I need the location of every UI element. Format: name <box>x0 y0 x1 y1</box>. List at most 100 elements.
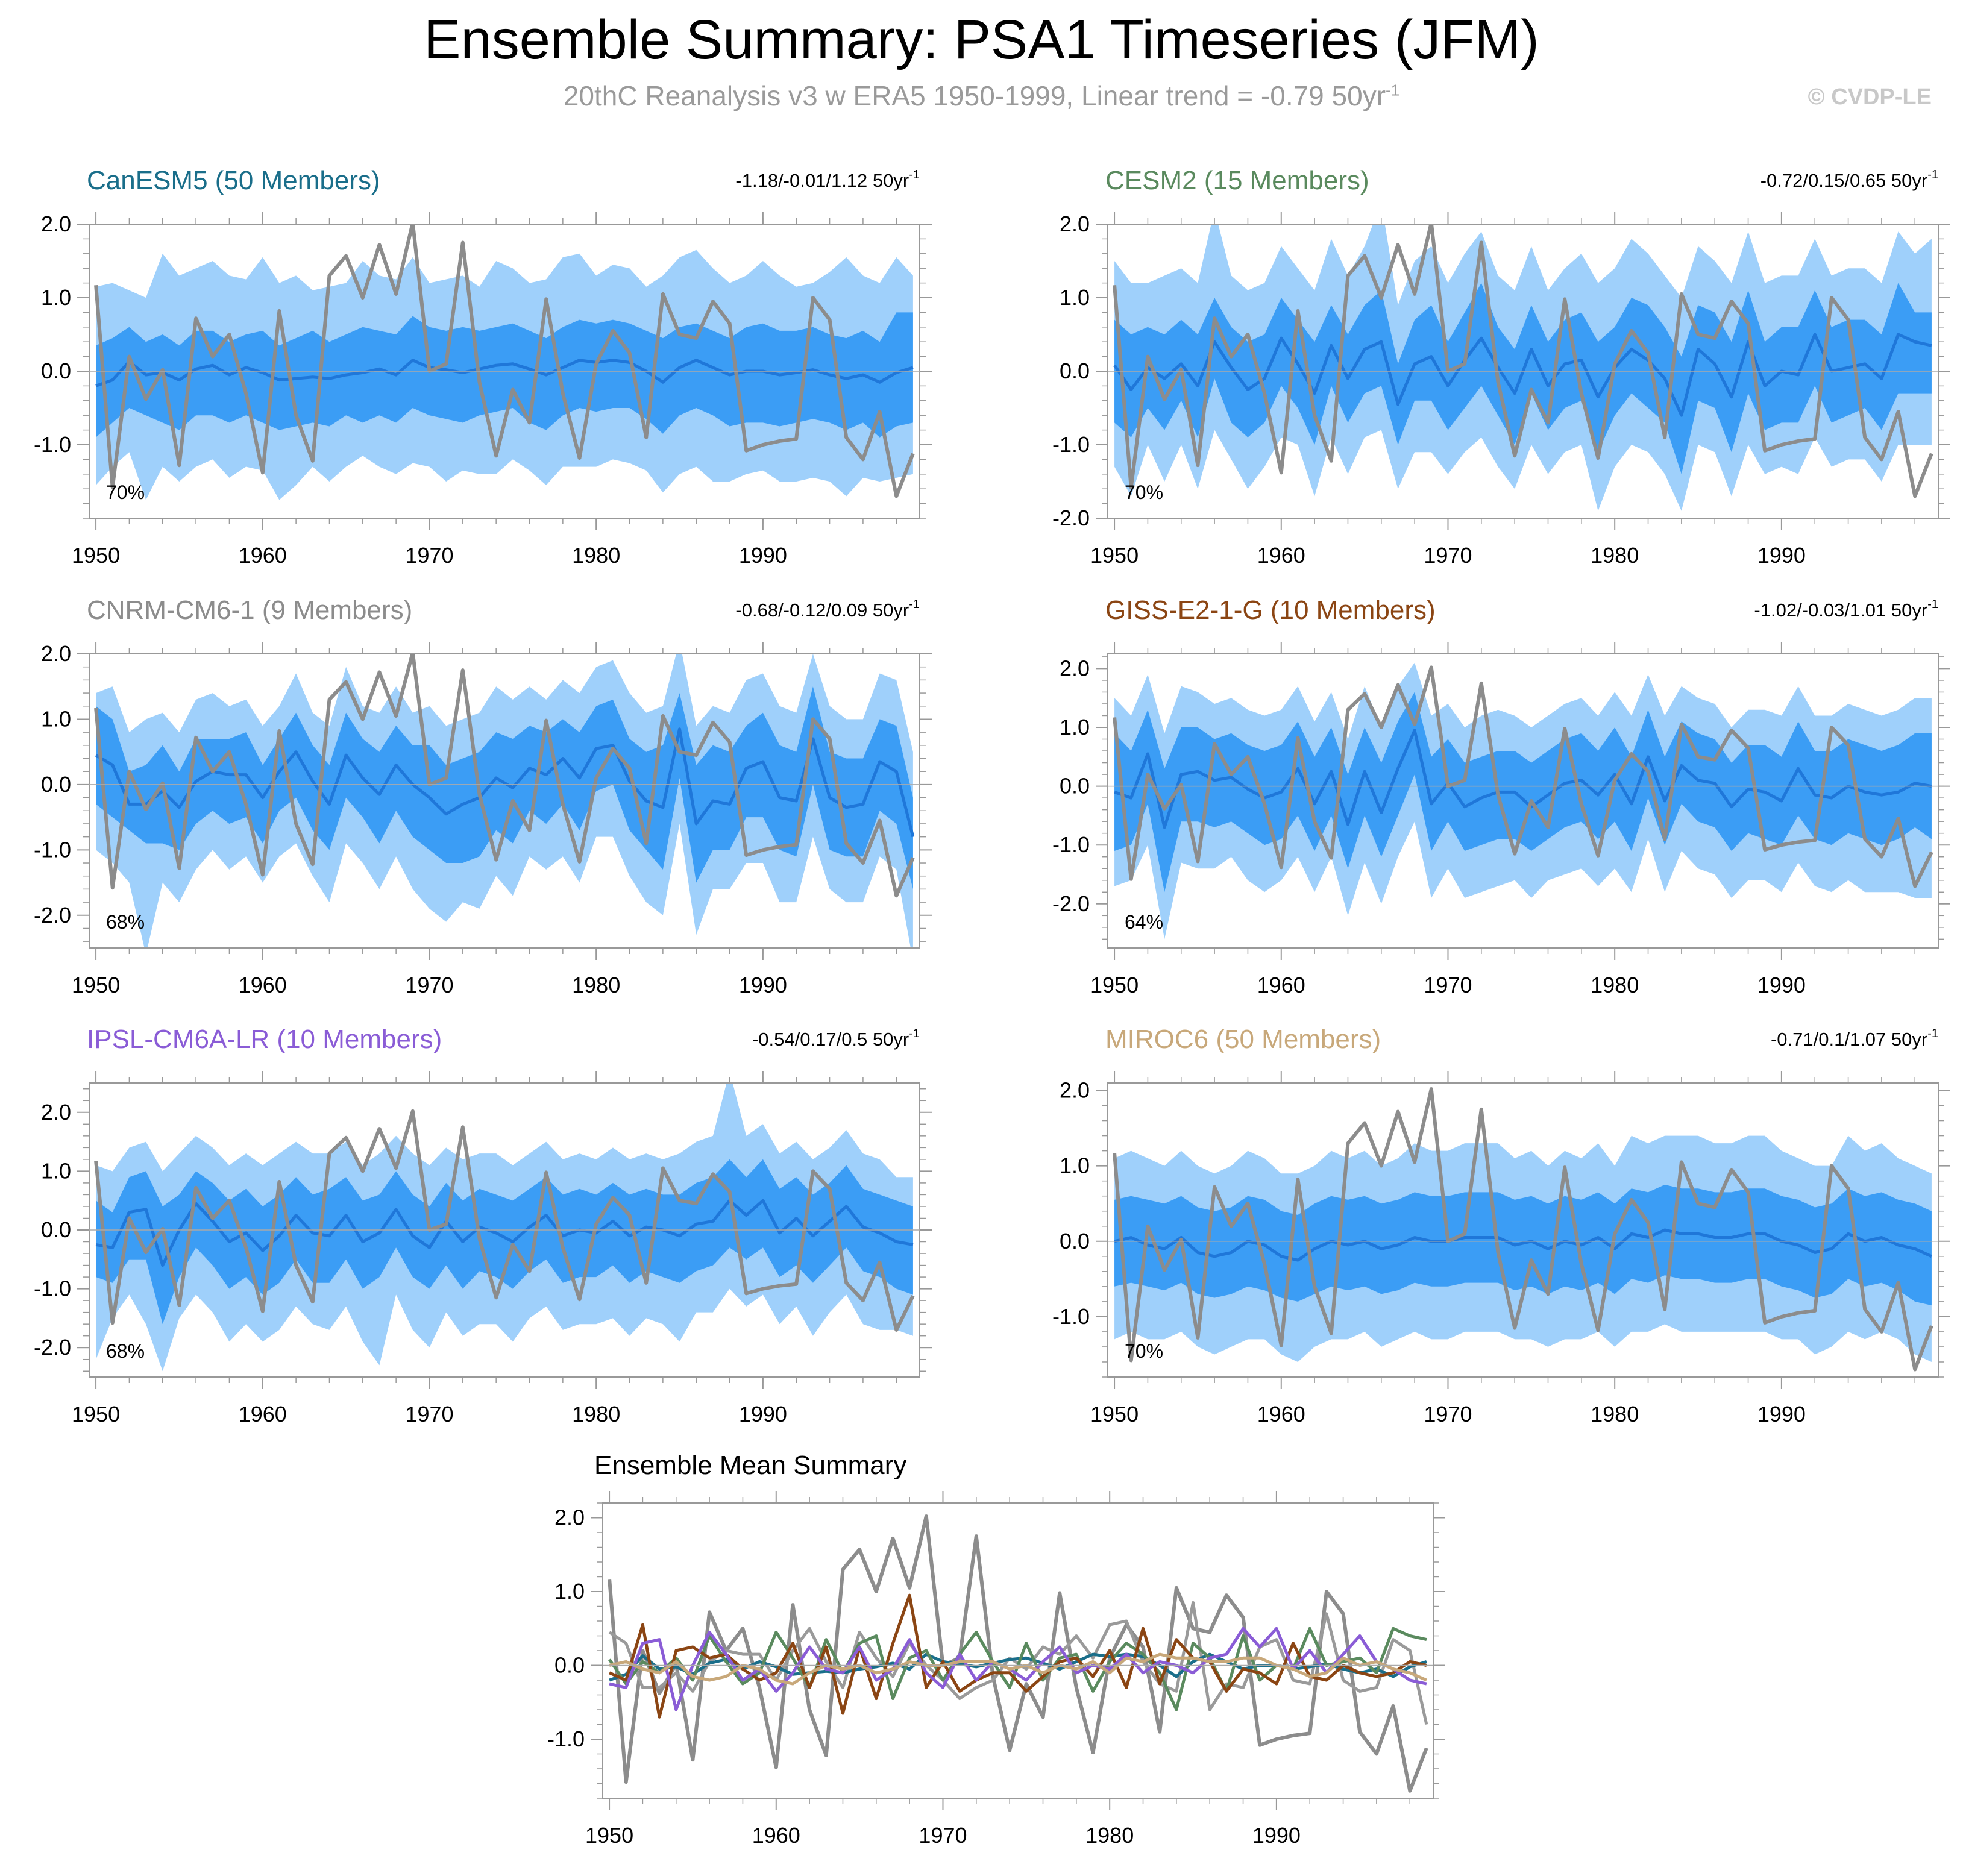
panel-percent-label: 70% <box>1125 482 1163 503</box>
panel-x-tick-label: 1950 <box>1090 973 1139 997</box>
panel-trend-exponent: -1 <box>1927 598 1938 611</box>
panel-plot-area <box>1113 662 1933 940</box>
observed-line <box>94 224 915 498</box>
panel-x-tick-label: 1960 <box>1257 973 1305 997</box>
panel-giss-e2-1-g: GISS-E2-1-G (10 Members) -1.02/-0.03/1.01… <box>1052 595 1950 997</box>
panel-y-tick-label: -2.0 <box>34 903 71 927</box>
panel-x-tick-label: 1970 <box>1424 1402 1472 1426</box>
summary-y-tick-label: -1.0 <box>547 1727 585 1751</box>
panel-y-tick-label: -2.0 <box>1052 506 1090 530</box>
summary-y-tick-label: 0.0 <box>554 1653 585 1678</box>
observed-line <box>1113 224 1933 498</box>
observed-line <box>94 1109 915 1332</box>
summary-y-tick-label: 1.0 <box>554 1579 585 1604</box>
panel-trend-exponent: -1 <box>1927 1027 1938 1040</box>
panel-x-tick-label: 1980 <box>1591 973 1639 997</box>
subtitle-unit-exponent: -1 <box>1386 81 1400 99</box>
panel-plot-area <box>1113 1087 1933 1372</box>
panel-trend-exponent: -1 <box>1927 168 1938 181</box>
panel-y-tick-label: 1.0 <box>41 706 71 731</box>
panel-x-tick-label: 1970 <box>1424 973 1472 997</box>
panel-x-tick-label: 1990 <box>1757 543 1806 568</box>
summary-x-tick-label: 1950 <box>585 1823 633 1848</box>
panel-percent-label: 68% <box>106 911 145 933</box>
panel-y-tick-label: 0.0 <box>1060 1229 1090 1253</box>
panel-x-tick-label: 1970 <box>405 1402 453 1426</box>
panel-y-tick-label: -2.0 <box>34 1335 71 1360</box>
summary-plot-area <box>608 1514 1428 1793</box>
panel-canesm5: CanESM5 (50 Members) -1.18/-0.01/1.12 50y… <box>34 166 932 568</box>
panel-plot-area <box>94 1083 915 1372</box>
summary-x-tick-label: 1970 <box>919 1823 967 1848</box>
panel-x-tick-label: 1980 <box>1591 1402 1639 1426</box>
panel-x-tick-label: 1960 <box>239 1402 287 1426</box>
panel-x-tick-label: 1980 <box>572 543 620 568</box>
panel-frame <box>1107 653 1939 949</box>
panel-y-tick-label: -2.0 <box>1052 891 1090 916</box>
panel-x-tick-label: 1990 <box>739 543 787 568</box>
panel-trend-text: -0.54/0.17/0.5 50yr-1 <box>752 1027 920 1050</box>
panel-plot-area <box>94 224 915 500</box>
panel-y-tick-label: 1.0 <box>1060 1153 1090 1178</box>
observed-line <box>1113 665 1933 888</box>
panel-trend-text: -1.02/-0.03/1.01 50yr-1 <box>1754 598 1938 621</box>
summary-title: Ensemble Mean Summary <box>594 1451 906 1480</box>
subtitle-text: 20thC Reanalysis v3 w ERA5 1950-1999, Li… <box>563 80 1386 111</box>
summary-mean-line-miroc6 <box>609 1652 1427 1686</box>
panel-y-tick-label: 0.0 <box>1060 774 1090 798</box>
panel-title: GISS-E2-1-G (10 Members) <box>1105 595 1436 625</box>
summary-mean-line-ipsl-cm6a-lr <box>609 1627 1427 1711</box>
panel-frame <box>89 653 920 949</box>
panel-x-tick-label: 1980 <box>572 973 620 997</box>
summary-panel: Ensemble Mean Summary 2.0 1.0 0.0 -1.0 1950 19… <box>547 1451 1445 1848</box>
panel-miroc6: MIROC6 (50 Members) -0.71/0.1/1.07 50yr-1… <box>1052 1024 1950 1426</box>
panel-title: CESM2 (15 Members) <box>1105 166 1369 195</box>
ensemble-iqr-band <box>96 312 913 438</box>
ensemble-mean-line <box>1114 729 1932 829</box>
panel-x-tick-label: 1990 <box>1757 1402 1806 1426</box>
panel-y-tick-label: 2.0 <box>41 212 71 236</box>
panel-y-tick-label: 2.0 <box>41 641 71 666</box>
panel-y-tick-label: 1.0 <box>41 285 71 310</box>
panel-cnrm-cm6-1: CNRM-CM6-1 (9 Members) -0.68/-0.12/0.09 5… <box>34 595 932 997</box>
panel-y-tick-label: 2.0 <box>1060 212 1090 236</box>
panel-trend-exponent: -1 <box>909 168 920 181</box>
panel-y-tick-label: 2.0 <box>1060 656 1090 680</box>
panel-frame <box>1107 1082 1939 1378</box>
summary-mean-line-giss-e2-1-g <box>609 1593 1427 1719</box>
ensemble-iqr-band <box>1114 1184 1932 1306</box>
panel-x-tick-label: 1960 <box>1257 543 1305 568</box>
ensemble-iqr-band <box>96 1159 913 1325</box>
panel-trend-text: -1.18/-0.01/1.12 50yr-1 <box>735 168 920 191</box>
panel-y-tick-label: 1.0 <box>41 1158 71 1183</box>
panel-trend-exponent: -1 <box>909 598 920 611</box>
panel-x-tick-label: 1950 <box>72 973 120 997</box>
panel-y-tick-label: -1.0 <box>1052 1304 1090 1329</box>
panel-title: CanESM5 (50 Members) <box>87 166 380 195</box>
observed-line <box>94 654 915 898</box>
panel-y-tick-label: -1.0 <box>34 837 71 862</box>
panel-x-tick-label: 1990 <box>739 1402 787 1426</box>
panel-x-tick-label: 1950 <box>72 543 120 568</box>
summary-x-tick-label: 1960 <box>752 1823 800 1848</box>
panel-y-tick-label: -1.0 <box>34 432 71 457</box>
ensemble-iqr-band <box>1114 692 1932 893</box>
panel-trend-exponent: -1 <box>909 1027 920 1040</box>
panel-title: MIROC6 (50 Members) <box>1105 1024 1381 1054</box>
panel-percent-label: 70% <box>1125 1340 1163 1362</box>
ensemble-iqr-band <box>96 686 913 889</box>
summary-observed-line <box>608 1514 1428 1793</box>
credit-label: © CVDP-LE <box>1808 84 1932 110</box>
panel-y-tick-label: 0.0 <box>41 359 71 383</box>
panel-y-tick-label: 0.0 <box>41 1217 71 1242</box>
panel-x-tick-label: 1990 <box>739 973 787 997</box>
panel-percent-label: 64% <box>1125 911 1163 933</box>
panel-ipsl-cm6a-lr: IPSL-CM6A-LR (10 Members) -0.54/0.17/0.5 … <box>34 1024 932 1426</box>
panel-x-tick-label: 1970 <box>405 543 453 568</box>
summary-x-tick-label: 1990 <box>1252 1823 1301 1848</box>
summary-x-tick-label: 1980 <box>1085 1823 1134 1848</box>
panel-plot-area <box>94 654 915 948</box>
panel-y-tick-label: 2.0 <box>1060 1078 1090 1103</box>
panel-x-tick-label: 1960 <box>239 973 287 997</box>
